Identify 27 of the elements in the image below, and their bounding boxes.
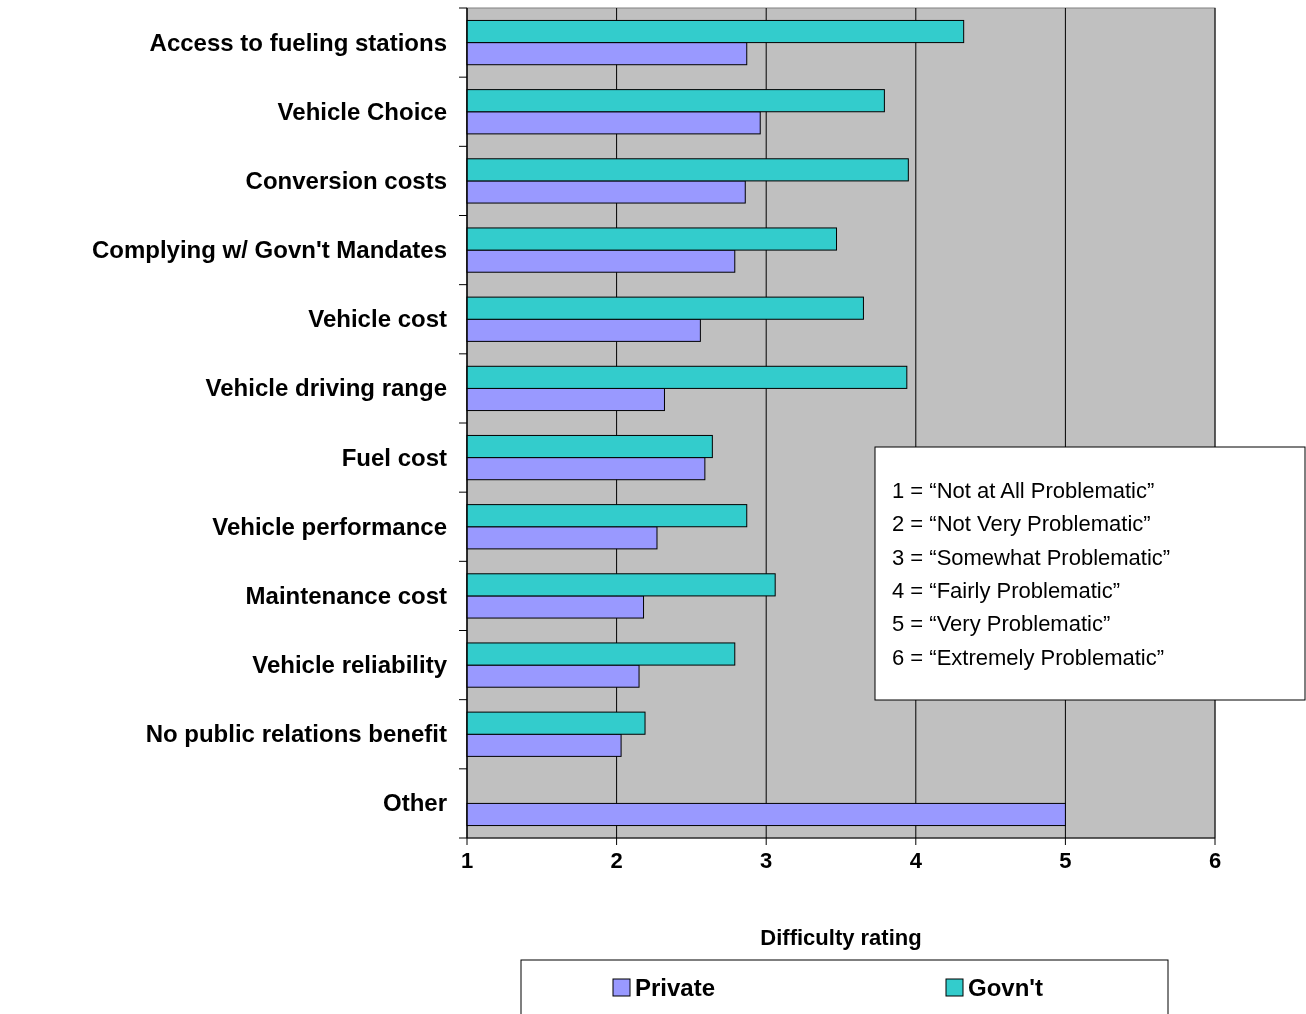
annotation: 2 = “Not Very Problematic” — [892, 511, 1151, 537]
y-tick-label: Vehicle Choice — [277, 97, 447, 125]
annotation: 6 = “Extremely Problematic” — [892, 644, 1165, 670]
annotation: 4 = “Fairly Problematic” — [892, 577, 1121, 603]
y-tick-label: Conversion costs — [245, 166, 447, 194]
y-tick-label: Access to fueling stations — [149, 28, 447, 56]
x-tick-label: 2 — [610, 848, 623, 873]
x-tick-label: 3 — [760, 848, 773, 873]
y-tick-label: Vehicle reliability — [252, 651, 448, 679]
y-tick-label: Other — [382, 789, 447, 817]
x-tick-label: 5 — [1059, 848, 1072, 873]
legend-label: Private — [635, 974, 716, 1001]
y-tick-label: Vehicle cost — [308, 305, 447, 333]
x-tick-label: 1 — [460, 848, 474, 873]
x-axis-title: Difficulty rating — [760, 925, 922, 950]
annotation: 1 = “Not at All Problematic” — [892, 478, 1155, 503]
y-tick-label: Maintenance cost — [245, 581, 447, 609]
annotation: 3 = “Somewhat Problematic” — [892, 544, 1171, 570]
y-tick-label: No public relations benefit — [145, 720, 448, 748]
y-tick-label: Fuel cost — [341, 443, 447, 471]
x-tick-label: 6 — [1208, 848, 1222, 873]
y-tick-label: Vehicle performance — [212, 512, 447, 540]
y-tick-label: Vehicle driving range — [205, 374, 447, 402]
x-tick-label: 4 — [909, 848, 923, 873]
annotation: 5 = “Very Problematic” — [892, 611, 1111, 637]
legend-label: Govn't — [968, 974, 1044, 1001]
y-tick-label: Complying w/ Govn't Mandates — [91, 236, 447, 264]
